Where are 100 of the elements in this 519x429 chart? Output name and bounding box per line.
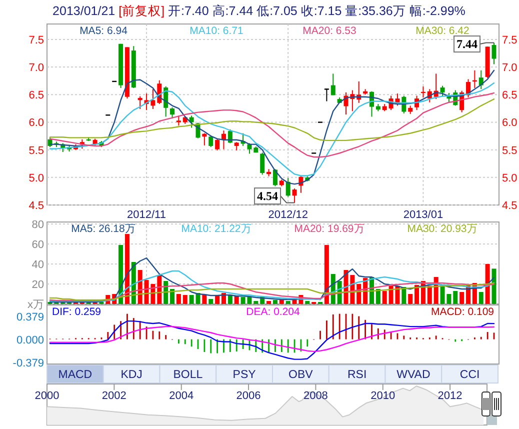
text: KDJ: [120, 369, 142, 381]
candlestick: [440, 85, 445, 97]
text: RSI: [347, 369, 367, 381]
text: MA10: 21.22万: [181, 223, 252, 235]
bar: [221, 293, 226, 304]
y-tick-label: 7.0: [28, 62, 44, 74]
bar: [453, 291, 458, 304]
text: WVAD: [396, 369, 430, 381]
candlestick: [492, 42, 496, 65]
candlestick: [260, 152, 265, 176]
bar: [189, 295, 194, 304]
y-tick-label: 0.379: [16, 311, 44, 324]
x-tick-label: 2010: [370, 390, 396, 402]
text: MA5: 26.18万: [71, 223, 136, 235]
x-tick-label: 2008: [303, 390, 328, 402]
text: MA20: 6.53: [302, 25, 357, 37]
y-tick-label: 0.000: [16, 334, 44, 346]
candlestick: [324, 88, 329, 102]
bar: [176, 294, 181, 304]
y-tick-label: 6.5: [28, 90, 44, 102]
y2-tick-label: 7.0: [502, 62, 518, 74]
candlestick: [215, 138, 220, 151]
y-tick-label: x万: [28, 299, 44, 311]
y-tick-label: 5.0: [28, 172, 44, 184]
text: MACD: [58, 369, 92, 381]
bar: [272, 300, 278, 304]
y2-tick-label: 5.5: [502, 144, 518, 157]
bar: [382, 291, 387, 304]
text: MA20: 19.69万: [294, 223, 365, 235]
candlestick: [170, 106, 175, 119]
candlestick: [176, 115, 181, 126]
text: BOLL: [173, 369, 204, 381]
line-series: [49, 92, 495, 158]
x-tick-label: 2004: [169, 390, 194, 402]
text: MA30: 6.42: [416, 25, 470, 37]
x-tick-label: 2012: [438, 390, 462, 402]
bar: [492, 268, 496, 304]
x-tick-label: 2006: [236, 390, 261, 402]
bar: [215, 296, 220, 304]
candlestick: [272, 168, 278, 187]
y2-tick-label: 4.5: [502, 200, 518, 212]
bar: [208, 299, 214, 304]
bar: [202, 295, 207, 304]
y2-tick-label: 5.0: [502, 172, 518, 184]
y2-tick-label: 7.5: [502, 34, 518, 46]
series-label: DIF: 0.259: [52, 306, 102, 318]
line-series: [49, 98, 495, 142]
line-series: [49, 320, 495, 360]
y-tick-label: 40: [32, 259, 44, 271]
y2-tick-label: 6.5: [502, 90, 518, 102]
text: MA5: 6.94: [80, 25, 128, 37]
line-series: [49, 257, 495, 303]
candlestick: [286, 177, 290, 198]
series-label: DEA: 0.204: [246, 306, 300, 318]
y-tick-label: 20: [32, 279, 44, 291]
bar: [228, 295, 232, 304]
bar: [170, 289, 175, 304]
candlestick: [330, 73, 336, 96]
y-tick-label: -0.379: [12, 357, 44, 370]
annotation: 4.54: [257, 189, 278, 203]
x-tick-label: 2000: [34, 390, 60, 402]
candlestick: [202, 132, 207, 146]
bar: [408, 294, 413, 304]
candlestick: [247, 142, 252, 154]
bar: [254, 301, 258, 304]
bar: [305, 301, 310, 304]
candlestick: [292, 188, 297, 204]
line-series: [49, 270, 495, 302]
x-tick-label: 2012/11: [127, 209, 166, 221]
bar: [478, 292, 484, 304]
text: PSY: [232, 369, 256, 381]
y-tick-label: 5.5: [28, 144, 44, 157]
bar: [266, 301, 272, 304]
bar: [279, 300, 284, 304]
x-tick-label: 2002: [102, 390, 126, 402]
line-series: [49, 326, 495, 352]
bar: [324, 245, 329, 304]
bar: [164, 281, 168, 304]
y-tick-label: 7.5: [28, 34, 44, 46]
bar: [182, 295, 188, 304]
text: MA10: 6.71: [190, 25, 244, 37]
y-tick-label: 60: [32, 239, 44, 251]
x-tick-label: 2012/12: [268, 209, 308, 221]
x-tick-label: 2013/01: [403, 209, 444, 221]
annotation: 7.44: [456, 37, 478, 51]
y-tick-label: 6.0: [28, 117, 44, 130]
y2-tick-label: 6.0: [502, 117, 518, 130]
bar: [427, 286, 432, 304]
y-tick-label: 80: [32, 219, 44, 231]
chart-title: 2013/01/21 [前复权] 开:7.40 高:7.44 低:7.05 收:7.15 量:35.36万 幅:-2.99%: [52, 3, 466, 18]
text: CCI: [460, 369, 480, 381]
bar: [414, 285, 420, 304]
bar: [485, 264, 490, 304]
series-label: MACD: 0.109: [430, 306, 494, 318]
candlestick: [138, 96, 142, 110]
y-tick-label: 4.5: [28, 200, 44, 212]
bar: [376, 289, 380, 304]
bar: [234, 296, 239, 304]
bar: [286, 301, 290, 304]
text: MA30: 20.93万: [407, 223, 478, 235]
